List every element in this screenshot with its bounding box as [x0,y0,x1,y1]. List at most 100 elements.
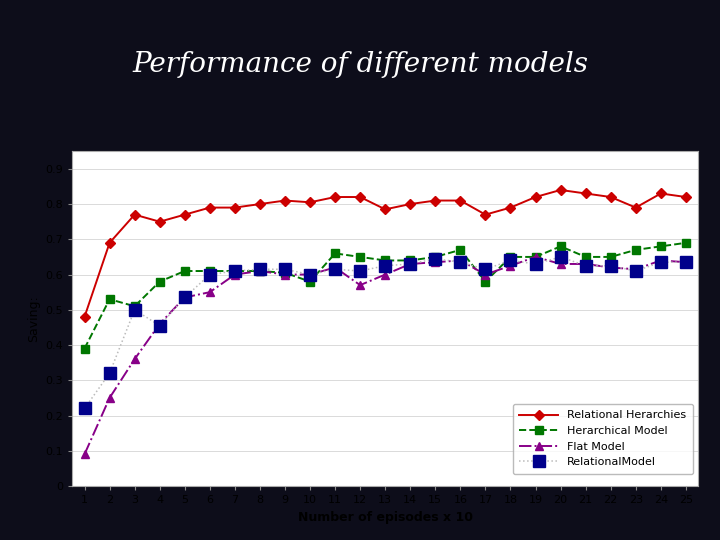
RelationalModel [406,261,415,267]
Line: Relational Herarchies: Relational Herarchies [81,186,689,320]
Flat Model [330,264,339,271]
Flat Model [156,321,164,327]
RelationalModel [281,266,289,273]
Relational Herarchies [306,199,315,206]
Relational Herarchies [281,197,289,204]
Flat Model [431,259,440,266]
Line: Herarchical Model: Herarchical Model [81,239,690,353]
RelationalModel [581,262,590,269]
Flat Model [557,261,565,267]
RelationalModel [682,259,690,266]
Herarchical Model [606,254,615,260]
Herarchical Model [330,250,339,256]
Flat Model [456,257,464,264]
X-axis label: Number of episodes x 10: Number of episodes x 10 [297,511,473,524]
RelationalModel [306,271,315,278]
Flat Model [105,395,114,401]
Line: Flat Model: Flat Model [81,253,690,458]
RelationalModel [80,405,89,411]
Relational Herarchies [156,219,164,225]
RelationalModel [181,294,189,301]
Relational Herarchies [481,211,490,218]
Relational Herarchies [80,314,89,320]
RelationalModel [631,268,640,274]
Relational Herarchies [356,194,364,200]
Text: Performance of different models: Performance of different models [132,51,588,78]
Flat Model [281,271,289,278]
RelationalModel [456,259,464,266]
Flat Model [506,262,515,269]
Herarchical Model [356,254,364,260]
Relational Herarchies [506,204,515,211]
Flat Model [631,266,640,273]
Herarchical Model [130,303,139,309]
RelationalModel [356,268,364,274]
Herarchical Model [657,243,665,249]
Herarchical Model [631,247,640,253]
RelationalModel [557,254,565,260]
Herarchical Model [281,269,289,276]
RelationalModel [531,261,540,267]
Herarchical Model [156,278,164,285]
Herarchical Model [306,278,315,285]
Herarchical Model [581,254,590,260]
Relational Herarchies [130,211,139,218]
RelationalModel [657,259,665,266]
Flat Model [130,356,139,362]
Relational Herarchies [181,211,189,218]
Flat Model [205,289,214,295]
Herarchical Model [105,296,114,302]
Y-axis label: Saving:: Saving: [27,295,40,342]
Flat Model [230,271,239,278]
Relational Herarchies [256,201,264,207]
Flat Model [306,271,315,278]
RelationalModel [481,266,490,273]
RelationalModel [606,262,615,269]
Flat Model [531,254,540,260]
Relational Herarchies [657,190,665,197]
Herarchical Model [481,278,490,285]
Herarchical Model [230,268,239,274]
Relational Herarchies [205,204,214,211]
Relational Herarchies [557,187,565,193]
Relational Herarchies [606,194,615,200]
Relational Herarchies [682,194,690,200]
Herarchical Model [181,268,189,274]
RelationalModel [330,266,339,273]
Herarchical Model [80,345,89,352]
Flat Model [181,294,189,301]
Herarchical Model [506,254,515,260]
Flat Model [256,268,264,274]
RelationalModel [256,266,264,273]
Flat Model [481,271,490,278]
RelationalModel [381,262,390,269]
RelationalModel [205,271,214,278]
Relational Herarchies [581,190,590,197]
Herarchical Model [557,243,565,249]
Relational Herarchies [531,194,540,200]
Flat Model [406,261,415,267]
Herarchical Model [406,257,415,264]
Relational Herarchies [330,194,339,200]
Line: RelationalModel: RelationalModel [79,252,691,414]
Flat Model [581,261,590,267]
Legend: Relational Herarchies, Herarchical Model, Flat Model, RelationalModel: Relational Herarchies, Herarchical Model… [513,404,693,474]
RelationalModel [156,322,164,329]
Flat Model [682,259,690,266]
Flat Model [381,271,390,278]
Relational Herarchies [381,206,390,213]
Herarchical Model [531,254,540,260]
RelationalModel [431,255,440,262]
Herarchical Model [431,254,440,260]
RelationalModel [130,307,139,313]
RelationalModel [506,257,515,264]
Relational Herarchies [105,240,114,246]
RelationalModel [105,370,114,376]
Herarchical Model [256,268,264,274]
Herarchical Model [205,268,214,274]
Herarchical Model [381,257,390,264]
Relational Herarchies [431,197,440,204]
Relational Herarchies [456,197,464,204]
Relational Herarchies [631,204,640,211]
Flat Model [80,451,89,457]
